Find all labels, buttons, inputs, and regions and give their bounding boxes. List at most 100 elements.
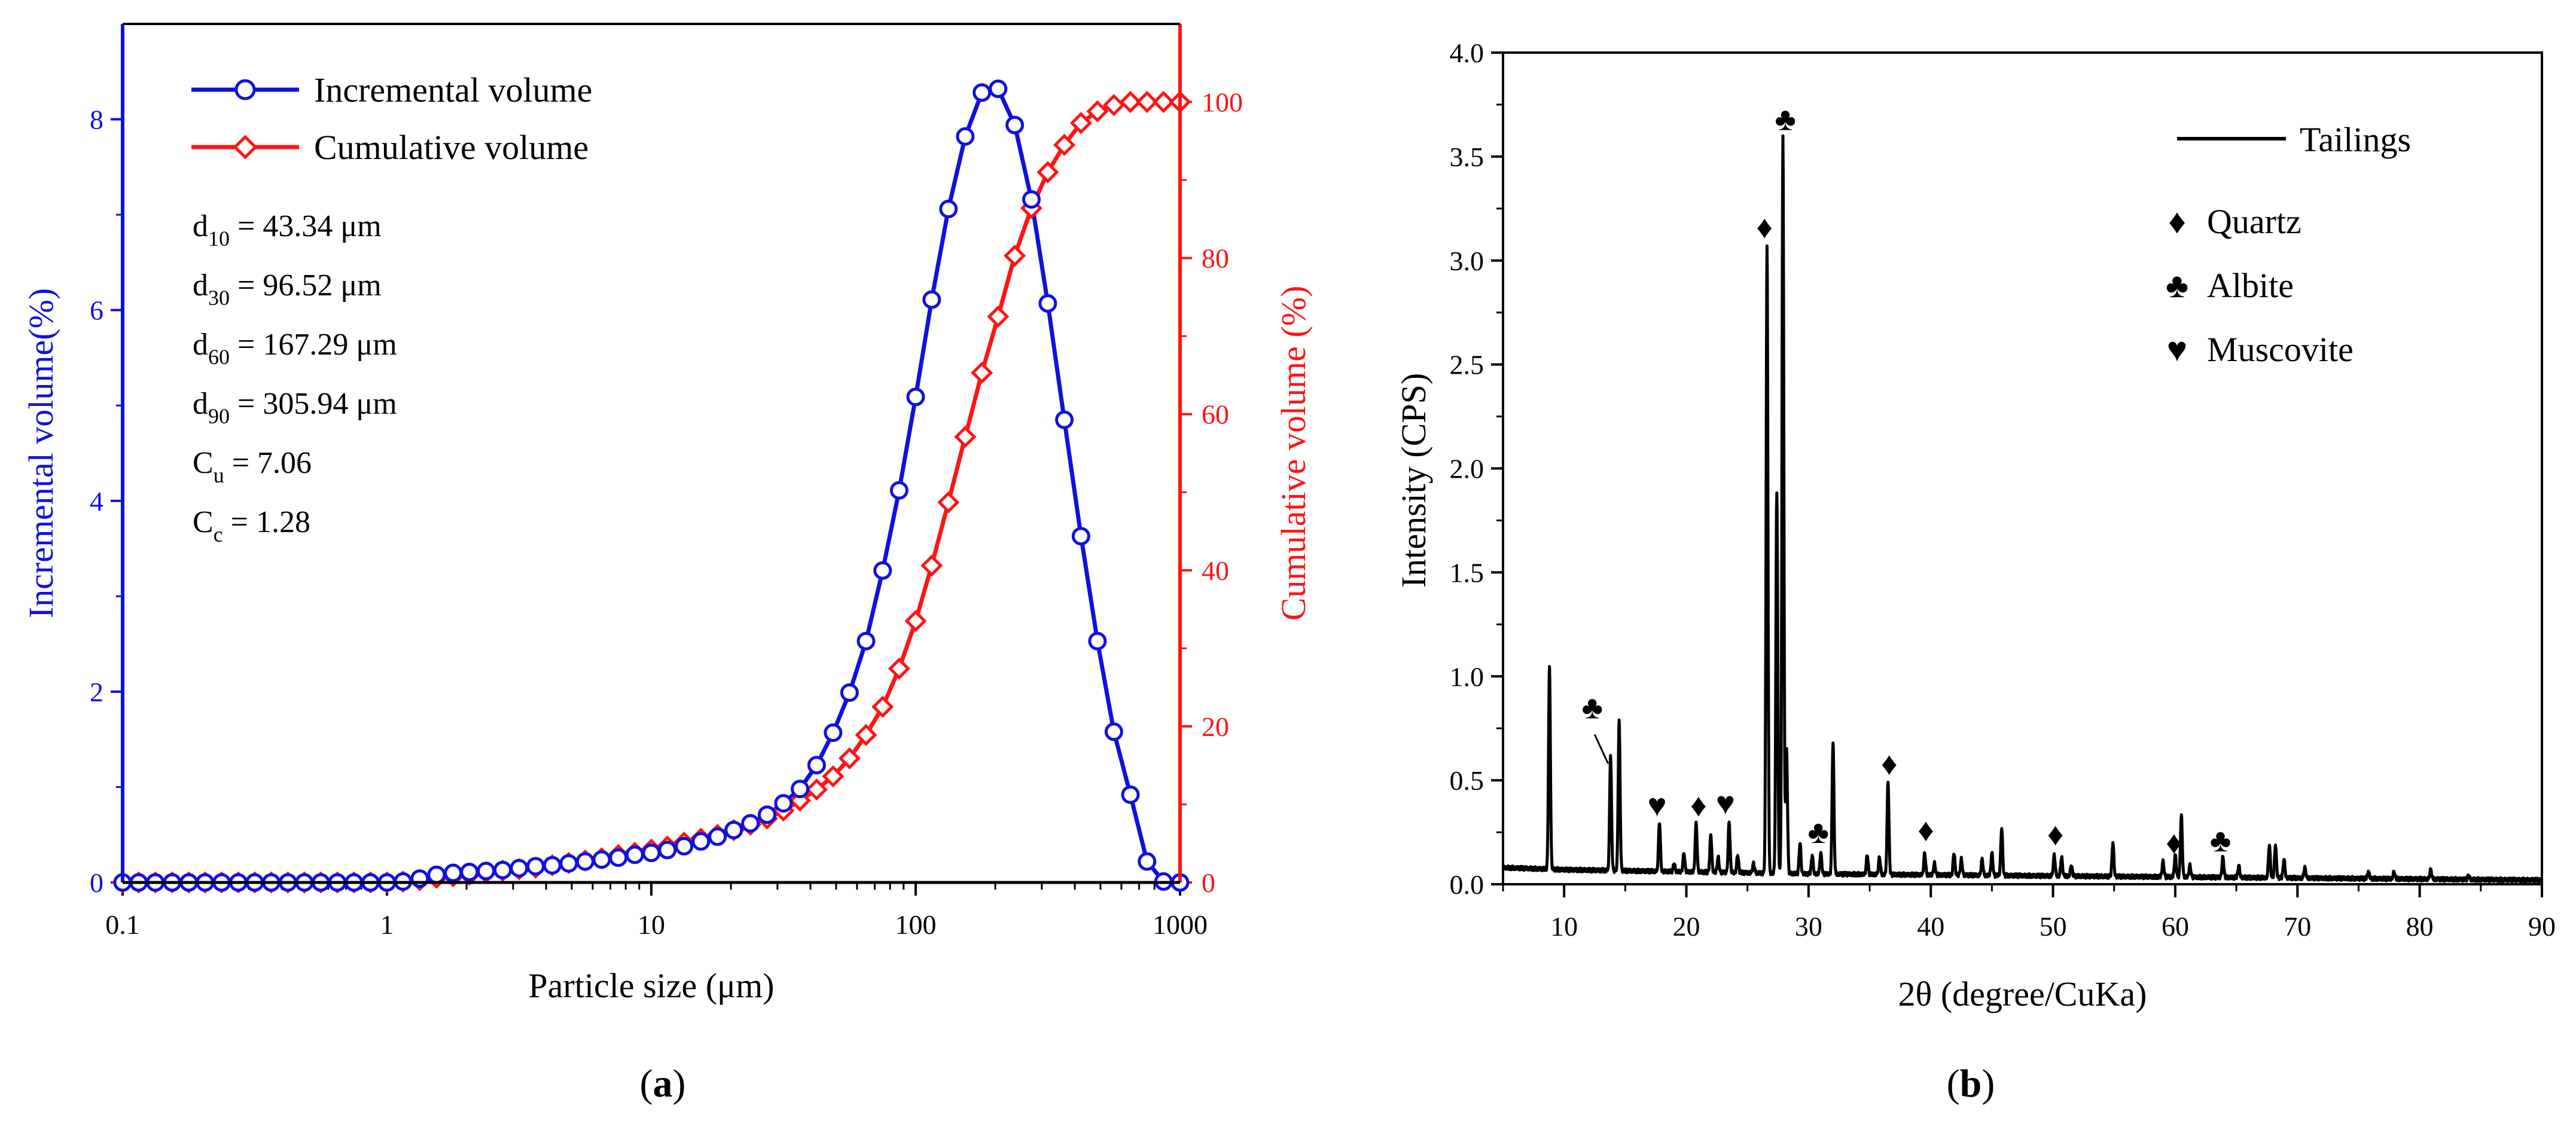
incremental-point	[974, 85, 990, 100]
panel-b-y-tick-label: 3.5	[1450, 142, 1484, 172]
param-value: = 7.06	[224, 446, 312, 480]
incremental-point	[561, 856, 577, 871]
panel-b-label: (b)	[1947, 1062, 1995, 1105]
panel-a-right-tick-label: 100	[1202, 87, 1243, 118]
legend-incremental-label: Incremental volume	[314, 71, 592, 109]
incremental-point	[1023, 192, 1039, 207]
param-sub: u	[214, 463, 224, 487]
panel-a-right-tick-label: 0	[1202, 868, 1215, 898]
panel-a-legend: Incremental volume Cumulative volume	[191, 71, 592, 167]
incremental-point	[544, 857, 560, 873]
incremental-point	[627, 847, 642, 863]
param-sub: 90	[208, 404, 230, 428]
albite-leader-line	[1595, 735, 1608, 764]
panel-a-right-tick-label: 60	[1202, 399, 1229, 430]
panel-b-paren-close: )	[1981, 1062, 1995, 1105]
panel-b-y-tick-label: 0.0	[1450, 869, 1484, 900]
panel-a-x-tick-label: 10	[638, 909, 665, 940]
panel-b-letter: b	[1960, 1062, 1982, 1105]
incremental-point	[1007, 117, 1023, 133]
incremental-point	[958, 129, 973, 144]
panel-a-x-axis-title: Particle size (μm)	[528, 966, 774, 1005]
panel-a-left-axis-line	[121, 24, 124, 882]
panel-b-x-tick-label: 90	[2528, 911, 2556, 942]
panel-b-plot-frame	[1503, 53, 2542, 884]
param-sub: c	[214, 523, 223, 546]
panel-a-right-axis-line	[1178, 24, 1182, 882]
incremental-point	[611, 850, 626, 866]
panel-b-x-tick-label: 40	[1917, 911, 1944, 942]
panel-b-x-tick-label: 70	[2284, 911, 2311, 942]
cumulative-point	[923, 557, 941, 575]
incremental-point	[858, 633, 874, 649]
incremental-point	[842, 685, 857, 700]
param-d10: d10 = 43.34 μm	[193, 209, 382, 251]
incremental-point	[644, 845, 659, 861]
phase-marker-quartz: ♦	[2047, 817, 2064, 853]
incremental-point	[495, 862, 510, 878]
param-value: = 167.29 μm	[230, 328, 397, 362]
panel-b-y-tick-label: 2.5	[1450, 350, 1484, 380]
panel-b-ticks: 10 20 30 40 50 60 70 80 90 0.0 0.5 1.0 1.5 2.0 2.5 3.0 3…	[1450, 38, 2556, 942]
panel-a-x-tick-label: 1	[380, 909, 394, 940]
incremental-point	[429, 867, 444, 882]
param-base: C	[193, 505, 214, 539]
phase-marker-quartz: ♦	[2166, 824, 2182, 860]
legend-cumulative-marker	[235, 137, 255, 157]
panel-a-x-tick-label: 1000	[1153, 909, 1208, 940]
incremental-point	[528, 859, 544, 874]
cumulative-point	[890, 659, 908, 677]
panel-a-letter: a	[653, 1062, 673, 1105]
incremental-point	[676, 838, 692, 854]
legend-cumulative-label: Cumulative volume	[314, 128, 589, 167]
panel-b-y-tick-label: 4.0	[1450, 38, 1484, 68]
incremental-point	[594, 852, 609, 868]
panel-a-left-tick-label: 8	[90, 105, 103, 135]
panel-b-y-tick-label: 1.0	[1450, 661, 1484, 692]
panel-a-series	[114, 81, 1189, 891]
phase-marker-albite: ♣	[1581, 689, 1602, 725]
param-value: = 96.52 μm	[230, 268, 382, 303]
phase-marker-quartz: ♦	[1690, 787, 1707, 823]
incremental-point	[577, 854, 593, 869]
panel-b-xrd-chart: 10 20 30 40 50 60 70 80 90 0.0 0.5 1.0 1.5 2.0 2.5 3.0 3…	[1394, 38, 2556, 1105]
phase-marker-muscovite: ♥	[1647, 787, 1666, 823]
legend-muscovite-symbol: ♥	[2167, 330, 2187, 369]
param-value: = 1.28	[223, 505, 310, 539]
panel-b-paren-open: (	[1947, 1062, 1960, 1105]
panel-b-phase-annotations: ♦ ♦ ♦ ♦ ♦ ♦ ♣ ♣ ♣ ♣ ♥ ♥	[1581, 101, 2231, 860]
cumulative-point	[874, 698, 892, 716]
incremental-point	[759, 807, 775, 823]
panel-b-y-tick-label: 0.5	[1450, 765, 1484, 796]
panel-a-left-tick-label: 4	[90, 486, 103, 517]
phase-marker-quartz: ♦	[1757, 209, 1773, 245]
panel-a-paren-open: (	[640, 1062, 653, 1105]
panel-a-left-tick-label: 0	[90, 868, 103, 898]
cumulative-point	[940, 493, 958, 511]
param-base: d	[193, 328, 208, 362]
param-sub: 60	[208, 345, 230, 369]
panel-b-x-tick-label: 60	[2162, 911, 2189, 942]
phase-marker-quartz: ♦	[1881, 746, 1898, 781]
incremental-point	[710, 829, 725, 844]
param-cu: Cu = 7.06	[193, 446, 312, 487]
incremental-point	[941, 201, 956, 217]
cumulative-point	[1006, 247, 1024, 265]
legend-incremental-marker	[236, 81, 254, 99]
incremental-point	[924, 292, 940, 307]
incremental-point	[825, 725, 841, 740]
param-sub: 10	[208, 227, 230, 251]
incremental-point	[1090, 633, 1105, 649]
param-value: = 43.34 μm	[230, 209, 382, 243]
panel-b-x-tick-label: 30	[1795, 911, 1822, 942]
param-d60: d60 = 167.29 μm	[193, 328, 397, 369]
panel-b-x-tick-label: 50	[2040, 911, 2067, 942]
incremental-point	[412, 871, 428, 887]
panel-b-x-tick-label: 10	[1550, 911, 1578, 942]
incremental-point	[660, 842, 675, 858]
incremental-point	[726, 822, 742, 838]
panel-a-right-tick-label: 20	[1202, 711, 1229, 742]
figure: 0.1 1 10 100 100002468020406080100 Increment…	[0, 0, 2576, 1124]
panel-a-right-tick-label: 40	[1202, 555, 1229, 586]
incremental-point	[693, 833, 709, 849]
